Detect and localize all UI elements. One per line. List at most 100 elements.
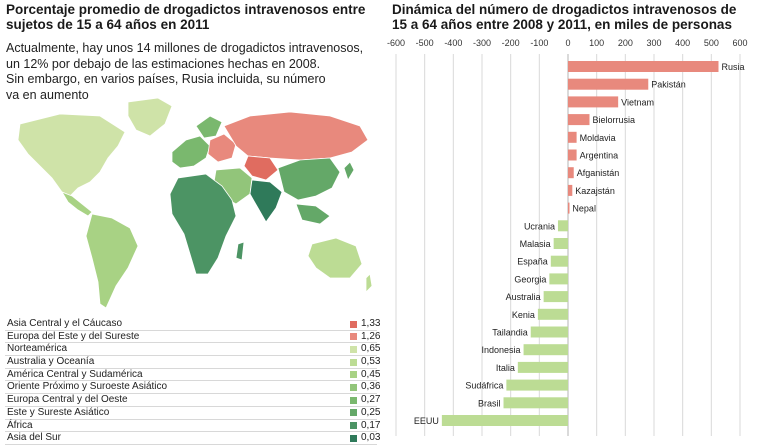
bar: [568, 78, 649, 90]
legend-label: Asia del Sur: [7, 432, 61, 444]
legend-row: Este y Sureste Asiático 0,25: [5, 406, 380, 420]
bar: [530, 326, 568, 338]
bar: [441, 415, 568, 426]
bar: [503, 397, 568, 409]
legend-value: 0,45: [361, 368, 381, 380]
legend-row: América Central y Sudamérica 0,45: [5, 368, 381, 382]
legend-swatch: [350, 422, 357, 429]
subtitle-line: un 12% por debajo de las estimaciones he…: [6, 56, 321, 71]
map-region-australia: [307, 237, 363, 279]
category-label: Georgia: [514, 274, 546, 284]
legend-swatch: [350, 320, 357, 328]
bar: [568, 131, 577, 143]
category-label: Brasil: [478, 398, 501, 408]
category-label: Pakistán: [651, 80, 686, 90]
legend-swatch: [350, 396, 357, 404]
bar: [568, 167, 574, 179]
bar: [553, 238, 568, 249]
subtitle-line: Sin embargo, en varios países, Rusia inc…: [6, 72, 326, 86]
legend-label: Oriente Próximo y Suroeste Asiático: [7, 381, 168, 393]
legend-value: 0,53: [361, 356, 381, 368]
legend-swatch: [350, 333, 357, 341]
legend-label: Asia Central y el Cáucaso: [7, 318, 123, 329]
legend-row: Australia y Oceanía 0,53: [5, 356, 381, 369]
category-label: Ucrania: [524, 221, 555, 231]
category-label: Tailandia: [492, 328, 528, 338]
bar: [568, 149, 577, 161]
legend-label: Australia y Oceanía: [7, 356, 95, 368]
map-region-north-america: [17, 113, 126, 197]
map-panel: Porcentaje promedio de drogadictos intra…: [0, 0, 380, 445]
bar: [568, 114, 590, 126]
category-label: Vietnam: [621, 97, 654, 107]
legend-swatch: [350, 345, 357, 353]
x-tick-label: 400: [675, 38, 690, 48]
map-region-madagascar: [235, 241, 245, 261]
category-label: Malasia: [520, 239, 551, 249]
map-region-central-asia: [243, 155, 279, 181]
category-label: Australia: [506, 292, 541, 302]
bar: [543, 291, 568, 303]
bar: [517, 361, 568, 373]
legend-row: Asia del Sur 0,03: [5, 432, 380, 445]
category-label: Kazajstán: [575, 186, 615, 196]
legend-row: Asia Central y el Cáucaso 1,33: [5, 318, 381, 331]
map-region-east-asia: [277, 157, 341, 201]
x-tick-label: 300: [646, 38, 661, 48]
legend-row: Oriente Próximo y Suroeste Asiático 0,36: [5, 381, 381, 395]
bar: [557, 220, 568, 232]
x-tick-label: 200: [618, 38, 633, 48]
bar: [568, 61, 719, 72]
legend-label: Norteamérica: [7, 343, 68, 355]
legend-value: 1,26: [361, 330, 381, 342]
legend-swatch: [350, 409, 357, 417]
bar-chart-panel: Dinámica del número de drogadictos intra…: [380, 0, 760, 438]
legend-row: África 0,17: [5, 419, 381, 433]
category-label: Argentina: [580, 151, 619, 161]
x-tick-label: -200: [502, 38, 520, 48]
category-label: EEUU: [414, 416, 439, 426]
category-label: Moldavia: [580, 133, 616, 143]
bar: [568, 202, 570, 214]
legend-label: América Central y Sudamérica: [7, 368, 143, 380]
map-region-east-europe: [207, 133, 237, 163]
map-region-africa: [169, 173, 237, 275]
subtitle-line: Actualmente, hay unos 14 millones de dro…: [6, 41, 364, 55]
legend-row: Europa Central y del Oeste 0,27: [5, 394, 381, 407]
x-tick-label: 600: [732, 38, 747, 48]
bar: [568, 96, 619, 108]
category-label: Indonesia: [482, 345, 521, 355]
x-tick-label: -400: [444, 38, 462, 48]
legend-row: Europa del Este y del Sureste 1,26: [5, 330, 381, 344]
x-tick-label: -500: [416, 38, 434, 48]
category-label: Afganistán: [577, 168, 620, 178]
category-label: Nepal: [572, 204, 596, 214]
x-tick-label: 500: [704, 38, 719, 48]
legend-value: 0,27: [361, 394, 381, 406]
map-region-new-zealand: [365, 273, 373, 293]
x-tick-label: -600: [387, 38, 405, 48]
legend-value: 0,36: [361, 381, 381, 393]
legend-label: Europa Central y del Oeste: [7, 394, 128, 406]
legend-row: Norteamérica 0,65: [5, 343, 380, 357]
category-label: Kenia: [512, 310, 535, 320]
map-region-japan: [343, 161, 355, 181]
category-label: España: [517, 257, 548, 267]
map-region-south-america: [85, 213, 139, 309]
map-region-greenland: [127, 97, 173, 137]
x-tick-label: -100: [530, 38, 548, 48]
map-region-scandinavia: [195, 115, 223, 139]
legend-swatch: [350, 434, 357, 442]
legend-label: Este y Sureste Asiático: [7, 406, 110, 418]
map-legend: Asia Central y el Cáucaso 1,33 Europa de…: [5, 318, 381, 445]
legend-label: Europa del Este y del Sureste: [7, 330, 140, 342]
bar: [537, 308, 568, 320]
bar: [550, 255, 568, 267]
map-region-central-america: [61, 191, 93, 217]
legend-value: 1,33: [361, 318, 381, 329]
category-label: Italia: [496, 363, 515, 373]
legend-value: 0,17: [361, 419, 381, 431]
legend-swatch: [350, 371, 357, 379]
category-label: Sudáfrica: [465, 381, 503, 391]
x-tick-label: -300: [473, 38, 491, 48]
